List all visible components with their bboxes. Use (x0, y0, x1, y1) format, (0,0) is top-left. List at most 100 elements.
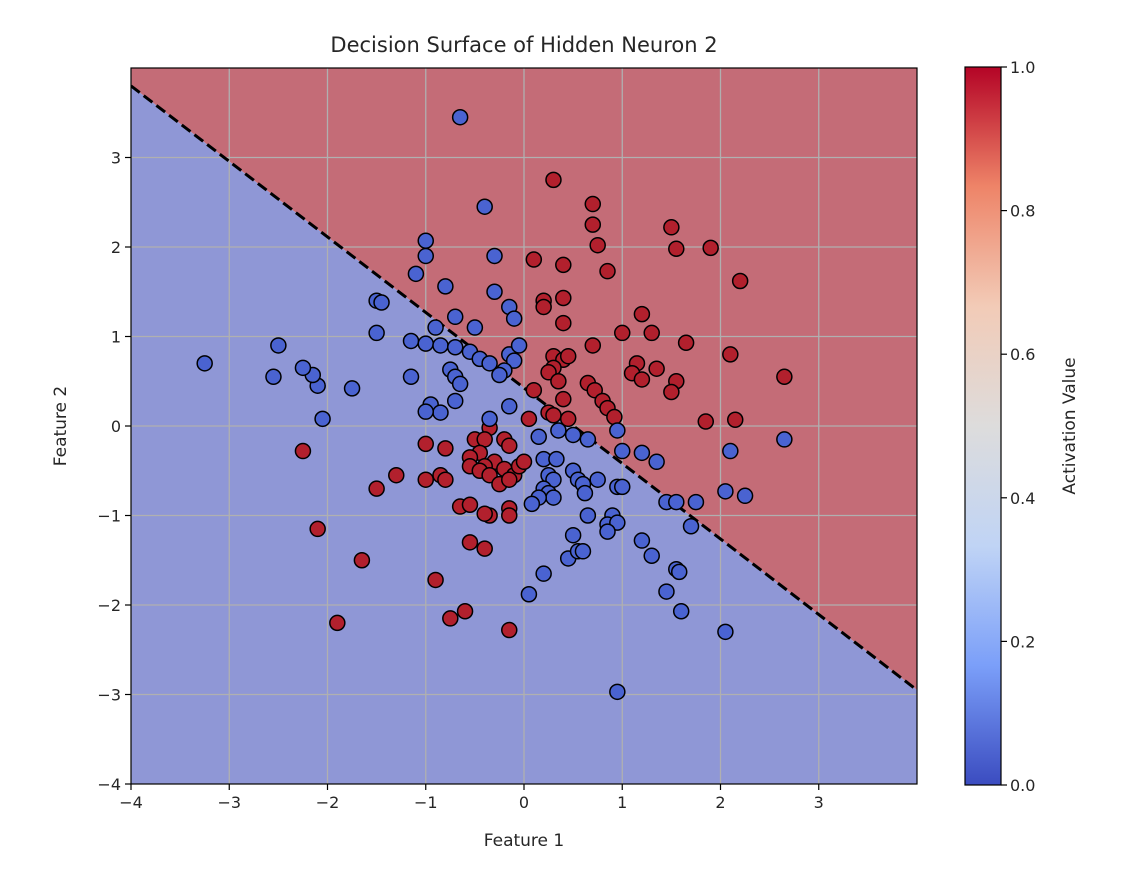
data-point-low (523, 495, 541, 513)
data-point-high (555, 390, 572, 408)
data-point-low (648, 453, 665, 471)
data-point-high (555, 289, 572, 307)
x-tick-label: −1 (414, 793, 438, 812)
data-point-high (555, 256, 572, 274)
data-point-low (373, 294, 390, 311)
x-tick-label: 0 (519, 793, 529, 812)
data-point-low (491, 366, 508, 384)
data-point-low (574, 543, 592, 560)
data-point-low (564, 526, 582, 544)
y-tick-label: 0 (111, 417, 121, 436)
data-point-high (555, 314, 572, 332)
data-point-low (668, 493, 685, 511)
data-point-high (329, 614, 346, 632)
x-tick-label: 2 (715, 793, 725, 812)
data-point-low (545, 489, 562, 506)
data-point-high (677, 334, 695, 352)
data-point-low (446, 308, 464, 326)
colorbar-fill (965, 67, 1001, 785)
data-point-high (584, 195, 602, 213)
data-point-low (437, 278, 454, 295)
data-point-low (643, 547, 660, 565)
data-point-high (501, 507, 518, 524)
data-point-low (530, 428, 547, 445)
y-tick-label: −4 (97, 775, 121, 794)
data-point-high (501, 437, 518, 454)
data-point-low (687, 493, 705, 511)
data-point-low (196, 355, 213, 372)
data-point-low (776, 431, 793, 448)
colorbar-tick-label: 0.4 (1010, 489, 1035, 508)
data-point-high (535, 298, 552, 316)
grid-lines (131, 68, 917, 784)
data-point-high (702, 239, 719, 257)
data-point-low (599, 523, 616, 540)
data-point-high (417, 471, 434, 488)
data-point-high (584, 216, 602, 233)
data-point-low (446, 392, 464, 410)
data-point-low (417, 403, 434, 420)
data-point-low (481, 355, 498, 372)
data-point-low (736, 487, 754, 505)
y-tick-label: −1 (97, 507, 121, 526)
data-point-low (314, 410, 331, 428)
data-point-low (633, 444, 651, 462)
data-point-high (456, 603, 474, 620)
data-point-high (648, 360, 665, 377)
decision-boundary-line (131, 84, 917, 692)
data-point-low (579, 431, 597, 448)
data-point-low (466, 319, 484, 336)
data-point-low (670, 563, 688, 581)
data-point-high (388, 466, 405, 484)
data-point-low (722, 442, 739, 460)
data-point-low (427, 319, 444, 336)
data-point-low (520, 586, 538, 603)
colorbar-tick-label: 0.6 (1010, 345, 1035, 364)
data-point-high (559, 410, 577, 428)
x-tick-label: −3 (217, 793, 241, 812)
data-point-low (432, 337, 449, 354)
data-point-low (432, 404, 449, 421)
data-point-low (614, 442, 631, 460)
data-point-low (672, 603, 690, 620)
data-point-high (520, 410, 538, 428)
data-point-high (663, 383, 680, 401)
data-point-low (609, 422, 626, 439)
data-point-high (294, 442, 312, 460)
data-point-high (697, 413, 715, 430)
data-point-high (633, 305, 651, 323)
x-tick-label: −4 (119, 793, 143, 812)
data-point-high (589, 236, 606, 254)
data-point-high (442, 610, 459, 627)
y-tick-label: −3 (97, 686, 121, 705)
data-point-low (550, 422, 567, 439)
colorbar-tick-label: 0.2 (1010, 632, 1035, 651)
data-point-low (368, 324, 385, 342)
data-point-high (353, 552, 371, 569)
y-tick-label: 1 (111, 328, 121, 347)
data-point-high (545, 171, 562, 189)
data-point-high (476, 540, 493, 557)
data-point-high (643, 324, 660, 342)
data-point-high (614, 324, 631, 342)
data-point-low (658, 583, 675, 600)
data-point-high (606, 408, 623, 426)
colorbar: 0.0 0.2 0.4 0.6 0.8 1.0 Activation Value (964, 58, 1080, 795)
data-point-high (368, 480, 385, 497)
data-point-low (717, 623, 734, 641)
data-point-low (265, 368, 282, 386)
data-point-low (446, 338, 464, 356)
data-point-low (417, 335, 434, 352)
data-point-high (476, 505, 493, 522)
data-point-low (294, 359, 312, 377)
data-point-low (407, 265, 425, 283)
data-point-high (668, 240, 685, 258)
data-point-low (451, 108, 469, 126)
data-point-low (417, 247, 434, 265)
y-axis-label: Feature 2 (51, 386, 71, 466)
data-point-low (343, 380, 361, 397)
data-point-low (481, 410, 498, 428)
data-point-low (501, 398, 518, 415)
data-point-high (501, 621, 518, 639)
